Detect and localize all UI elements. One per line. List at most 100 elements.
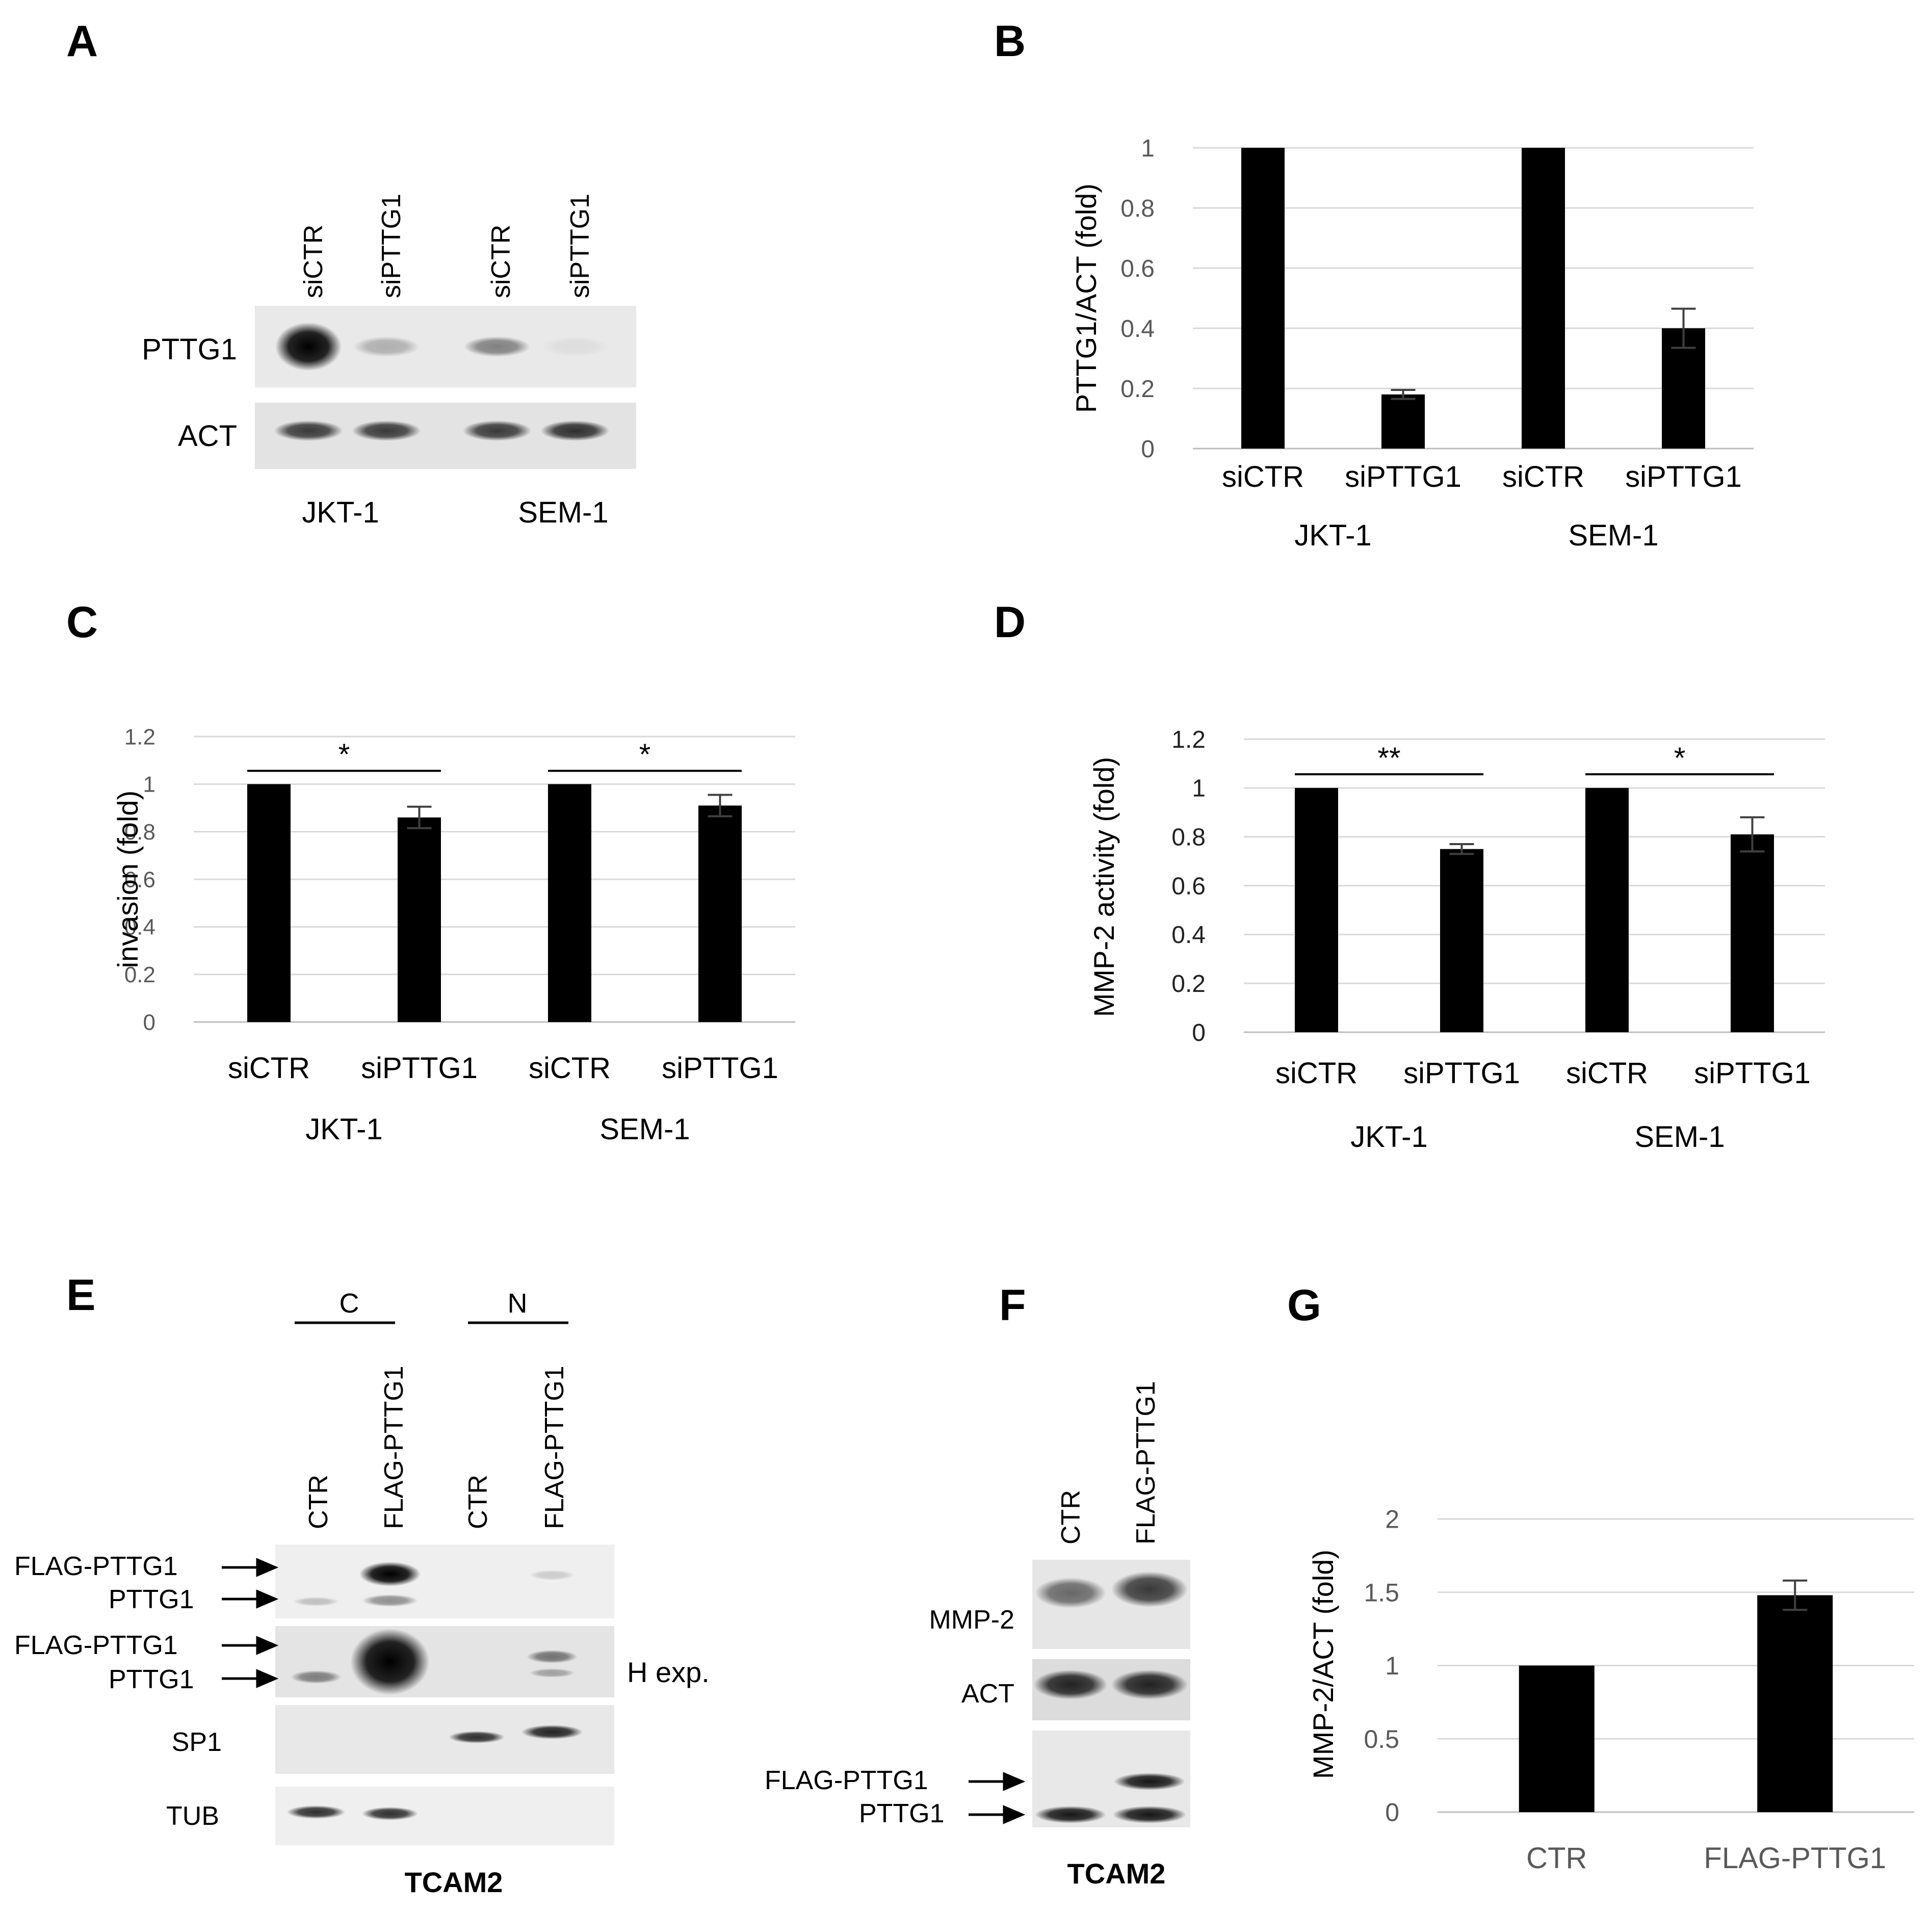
blot-band [529,1570,575,1580]
arrow-head [256,1558,279,1577]
blot-band [449,1731,505,1743]
bar [1241,148,1285,449]
group-label: JKT-1 [302,496,379,529]
panel-a: A siCTR siPTTG1 siCTR siPTTG1 PTTG1 ACT … [66,17,636,529]
group-label: JKT-1 [305,1113,383,1146]
y-tick-label: 1 [143,772,155,797]
x-tick-label: CTR [1526,1842,1587,1875]
blot-band [1114,1773,1185,1790]
blot-band [1111,1571,1188,1607]
bar [1381,394,1425,449]
y-tick-label: 0.8 [1171,824,1206,851]
blot-band [540,421,610,441]
blot-band [529,1668,575,1678]
x-tick-label: siCTR [1222,460,1304,493]
panel-e-letter: E [66,1271,95,1320]
lane-label: siPTTG1 [565,194,595,298]
arrow-label: PTTG1 [859,1799,945,1828]
blot-band [1035,1578,1106,1608]
x-tick-label: siCTR [1566,1057,1648,1090]
y-tick-label: 0.4 [1120,316,1155,343]
y-tick-label: 0 [1192,1019,1206,1046]
x-tick-label: siPTTG1 [1625,460,1742,493]
row-label: TUB [166,1801,219,1831]
y-tick-label: 0.5 [1364,1725,1399,1753]
x-tick-label: siPTTG1 [1403,1057,1520,1090]
panel-c: C 0 0.2 0.4 0.6 0.8 1 1.2 siCTR siPTTG1 siCTR siPT… [66,598,795,1146]
blot-band [274,421,343,441]
y-tick-label: 0.6 [1120,255,1155,282]
blot-band [352,421,421,441]
lane-label: CTR [1056,1490,1086,1544]
y-tick-label: 0.6 [124,867,155,892]
blot-band [293,1597,339,1606]
chart-d: 0 0.2 0.4 0.6 0.8 1 1.2 siCTR siPTTG1 siCTR siPTTG… [1088,726,1825,1154]
y-axis-label: invasion (fold) [112,791,144,968]
lane-label: siCTR [299,225,328,298]
x-tick-label: siCTR [529,1052,611,1085]
panel-f-letter: F [999,1281,1026,1330]
h-exp-label: H exp. [627,1656,710,1688]
x-tick-label: siPTTG1 [361,1052,478,1085]
panel-f: F CTR FLAG-PTTG1 MMP-2 ACT FLAG-PTTG1 PT… [765,1281,1190,1890]
lane-label: siPTTG1 [377,194,406,298]
row-label: ACT [961,1679,1014,1709]
y-tick-label: 0 [1385,1798,1399,1827]
panel-e-bands [286,1562,583,1820]
panel-b-letter: B [994,17,1026,66]
panel-b: B 0 0.2 0.4 0.6 0.8 1 siCTR siPTTG1 siCTR siPTTG1… [994,17,1754,552]
chart-c: 0 0.2 0.4 0.6 0.8 1 1.2 siCTR siPTTG1 siCTR siPTTG… [112,724,795,1146]
panel-d: D 0 0.2 0.4 0.6 0.8 1 1.2 siCTR siPTTG1 siCTR siPT… [994,598,1825,1154]
panel-a-bands [274,322,610,441]
blot-band [1112,1806,1187,1823]
y-tick-label: 2 [1385,1505,1399,1534]
blot-band [462,421,532,441]
y-tick-label: 0.2 [1120,376,1155,403]
y-tick-label: 0 [143,1010,155,1035]
panel-g: G 0 0.5 1 1.5 2 CTR FLAG-PTTG1 MMP-2/ACT (fold) [1287,1281,1914,1875]
significance-label: * [1674,742,1686,775]
blot-band [353,336,420,357]
arrow-label: PTTG1 [109,1585,194,1614]
y-tick-label: 1.2 [1171,726,1206,753]
blot-band [350,1629,430,1695]
group-label: SEM-1 [1634,1120,1725,1154]
y-tick-label: 1 [1385,1652,1399,1680]
blot-band [542,336,608,357]
cell-line-label: TCAM2 [1067,1857,1166,1890]
y-tick-label: 0.8 [1120,195,1155,222]
lane-label: CTR [304,1475,333,1529]
x-tick-label: siPTTG1 [1694,1057,1811,1090]
bar [1295,788,1338,1032]
y-tick-label: 0.2 [124,962,155,987]
blot-band [275,322,342,371]
y-tick-label: 0.6 [1171,873,1206,900]
y-tick-label: 0.2 [1171,971,1206,998]
bar [1440,849,1483,1032]
blot-band [1033,1670,1108,1699]
chart-b: 0 0.2 0.4 0.6 0.8 1 siCTR siPTTG1 siCTR siPTTG1 JK… [1070,135,1754,552]
bar [1757,1595,1833,1812]
blot-band [291,1670,342,1684]
lane-label: FLAG-PTTG1 [540,1366,569,1529]
significance-label: * [639,738,651,771]
panel-c-letter: C [66,598,98,647]
group-label: SEM-1 [518,496,608,529]
group-label: SEM-1 [1568,519,1658,552]
bar [1519,1665,1595,1812]
arrow-label: FLAG-PTTG1 [765,1766,928,1795]
bar [1731,834,1774,1032]
bar [247,784,291,1022]
fraction-label: C [340,1288,359,1319]
x-tick-label: siCTR [228,1052,310,1085]
bar [398,817,441,1022]
y-tick-label: 0.4 [1171,922,1206,949]
blot-band [1111,1670,1188,1699]
arrow-head [256,1589,279,1609]
group-label: SEM-1 [599,1113,690,1146]
blot-band [464,336,530,357]
lane-label: FLAG-PTTG1 [379,1366,409,1529]
y-tick-label: 1 [1141,135,1155,162]
chart-g: 0 0.5 1 1.5 2 CTR FLAG-PTTG1 MMP-2/ACT (fold) [1307,1505,1914,1875]
